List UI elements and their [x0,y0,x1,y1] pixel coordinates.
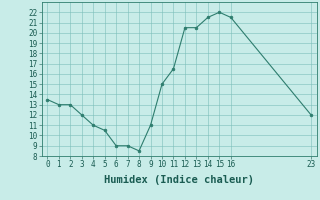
X-axis label: Humidex (Indice chaleur): Humidex (Indice chaleur) [104,175,254,185]
